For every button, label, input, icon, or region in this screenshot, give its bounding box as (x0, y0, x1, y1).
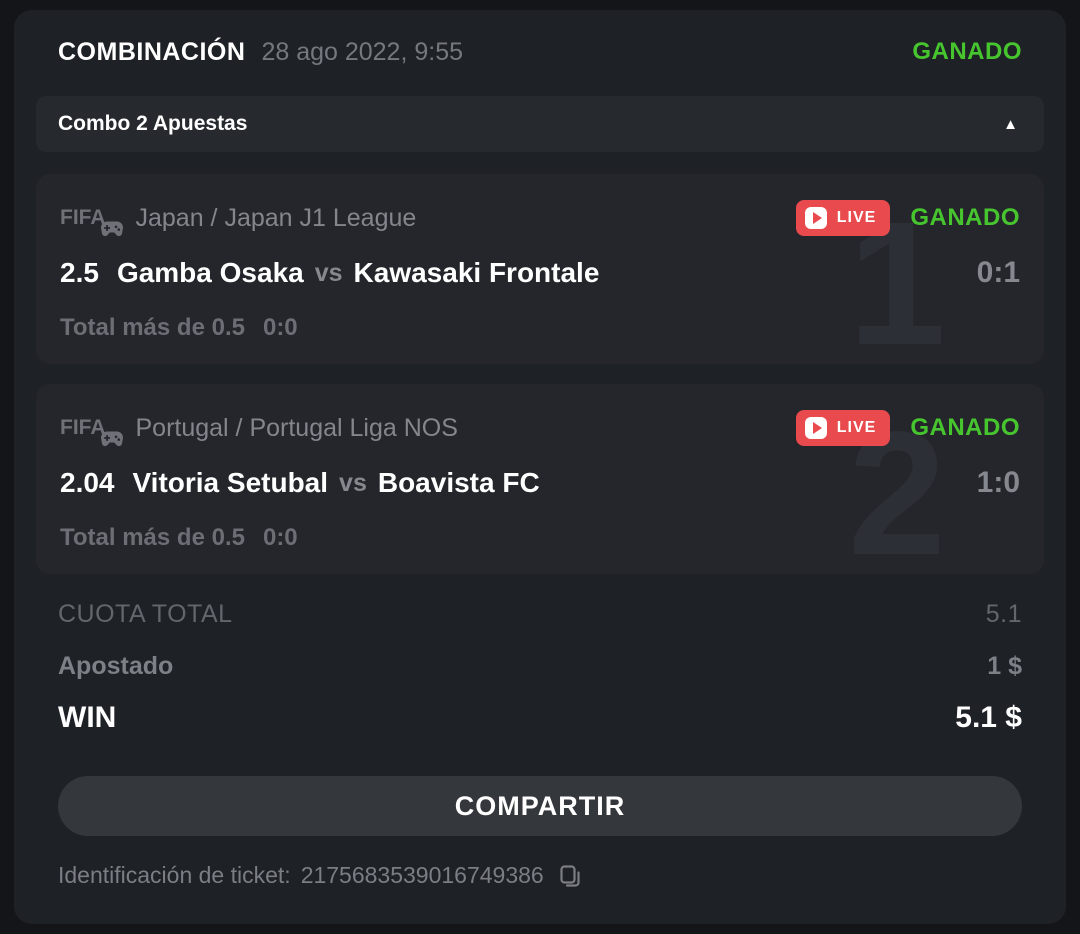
vs-label: vs (314, 258, 343, 287)
ticket-id-label: Identificación de ticket: (58, 862, 291, 888)
bet-leg-card: 1 FIFA Japan / Japan J1 League LIVE GANA… (36, 174, 1044, 364)
league-row: FIFA Portugal / Portugal Liga NOS LIVE G… (60, 410, 1020, 447)
ticket-type-title: COMBINACIÓN (58, 37, 246, 66)
ticket-id-value: 2175683539016749386 (300, 862, 544, 888)
win-row: WIN 5.1 $ (36, 692, 1044, 744)
win-value: 5.1 $ (955, 701, 1022, 734)
ticket-status-badge: GANADO (912, 38, 1022, 65)
league-name: Japan / Japan J1 League (135, 203, 417, 232)
bet-line: 2.5 Gamba Osaka vs Kawasaki Frontale 0:1 (60, 256, 1020, 290)
total-odds-value: 5.1 (985, 599, 1022, 628)
win-label: WIN (58, 701, 117, 734)
gamepad-icon (100, 220, 124, 237)
play-icon (804, 417, 827, 439)
live-label: LIVE (836, 419, 877, 436)
copy-icon[interactable] (558, 863, 582, 889)
total-odds-row: CUOTA TOTAL 5.1 (36, 588, 1044, 640)
ticket-id-row: Identificación de ticket: 21756835390167… (36, 862, 1044, 889)
stake-row: Apostado 1 $ (36, 640, 1044, 692)
market-name: Total más de 0.5 (60, 314, 245, 341)
live-label: LIVE (836, 209, 877, 226)
ticket-summary: CUOTA TOTAL 5.1 Apostado 1 $ WIN 5.1 $ (36, 588, 1044, 744)
fifa-wordmark: FIFA (60, 416, 106, 439)
bet-ticket-panel: COMBINACIÓN 28 ago 2022, 9:55 GANADO Com… (14, 10, 1066, 924)
vs-label: vs (339, 468, 367, 497)
bet-odds: 2.5 (60, 257, 99, 288)
market-line: Total más de 0.5 0:0 (60, 524, 1020, 552)
fifa-wordmark: FIFA (60, 206, 106, 229)
bet-leg-card: 2 FIFA Portugal / Portugal Liga NOS LIVE… (36, 384, 1044, 574)
combo-toggle-row[interactable]: Combo 2 Apuestas ▲ (36, 96, 1044, 152)
home-team: Vitoria Setubal (132, 467, 329, 498)
fifa-esports-icon: FIFA (60, 206, 124, 237)
away-team: Kawasaki Frontale (353, 257, 600, 288)
leg-status-badge: GANADO (910, 414, 1020, 441)
ticket-datetime: 28 ago 2022, 9:55 (261, 37, 464, 66)
final-score: 0:1 (976, 256, 1020, 289)
league-row: FIFA Japan / Japan J1 League LIVE GANADO (60, 200, 1020, 237)
final-score: 1:0 (976, 466, 1020, 499)
away-team: Boavista FC (377, 467, 540, 498)
share-button[interactable]: COMPARTIR (58, 776, 1022, 836)
market-name: Total más de 0.5 (60, 524, 245, 551)
fifa-esports-icon: FIFA (60, 416, 124, 447)
market-line: Total más de 0.5 0:0 (60, 314, 1020, 342)
ticket-header: COMBINACIÓN 28 ago 2022, 9:55 GANADO (36, 34, 1044, 70)
play-icon (804, 207, 827, 229)
total-odds-label: CUOTA TOTAL (58, 599, 233, 628)
leg-status-group: LIVE GANADO (795, 200, 1020, 236)
bet-odds: 2.04 (60, 467, 115, 498)
league-name: Portugal / Portugal Liga NOS (135, 413, 458, 442)
stake-value: 1 $ (987, 651, 1022, 680)
market-score: 0:0 (262, 314, 298, 341)
leg-status-badge: GANADO (910, 204, 1020, 231)
live-badge: LIVE (795, 410, 891, 446)
stake-label: Apostado (58, 651, 174, 680)
collapse-up-icon[interactable]: ▲ (1003, 115, 1018, 133)
home-team: Gamba Osaka (116, 257, 304, 288)
bet-line: 2.04 Vitoria Setubal vs Boavista FC 1:0 (60, 466, 1020, 500)
leg-status-group: LIVE GANADO (795, 410, 1020, 446)
gamepad-icon (100, 430, 124, 447)
market-score: 0:0 (262, 524, 298, 551)
live-badge: LIVE (795, 200, 891, 236)
combo-label: Combo 2 Apuestas (58, 112, 248, 135)
